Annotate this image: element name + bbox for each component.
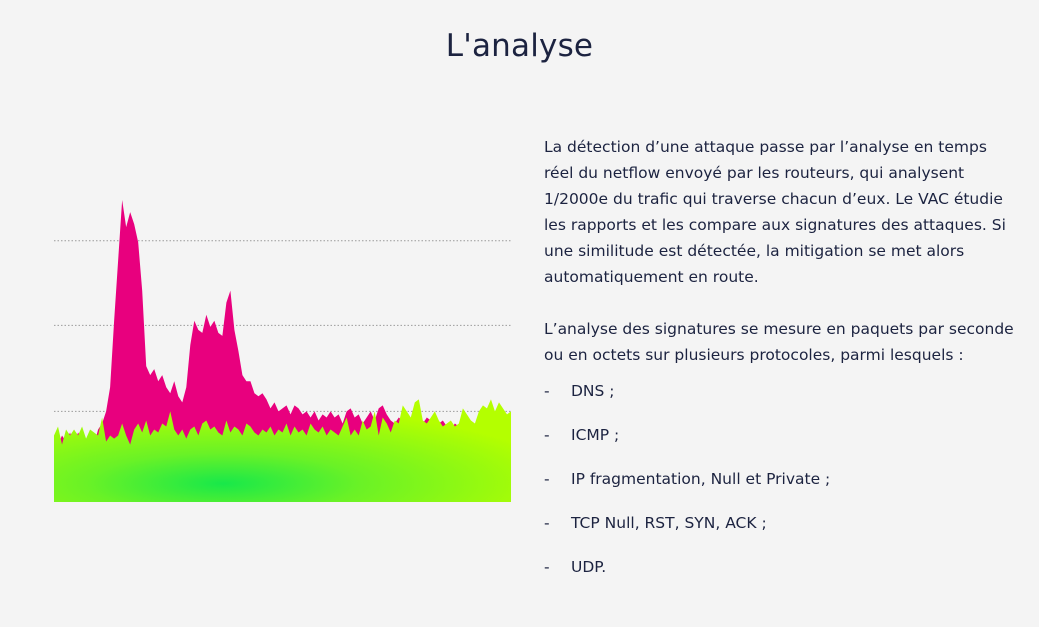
list-item-label: TCP Null, RST, SYN, ACK ; (571, 514, 767, 532)
list-item: - TCP Null, RST, SYN, ACK ; (544, 510, 1014, 554)
list-item-label: ICMP ; (571, 426, 620, 444)
series-layer (54, 200, 511, 502)
list-item-label: IP fragmentation, Null et Private ; (571, 470, 831, 488)
page-title: L'analyse (445, 28, 594, 64)
description: La détection d’une attaque passe par l’a… (544, 134, 1014, 394)
list-item: - DNS ; (544, 378, 1014, 422)
intro-paragraph: La détection d’une attaque passe par l’a… (544, 138, 1006, 286)
list-item: - IP fragmentation, Null et Private ; (544, 466, 1014, 510)
list-bullet: - (544, 558, 550, 576)
signature-paragraph: L’analyse des signatures se mesure en pa… (544, 320, 1014, 364)
list-item-label: DNS ; (571, 382, 615, 400)
list-bullet: - (544, 382, 550, 400)
list-item-label: UDP. (571, 558, 607, 576)
list-item: - UDP. (544, 554, 1014, 598)
traffic-area-chart (54, 200, 511, 502)
normal-traffic-area (54, 399, 511, 502)
list-bullet: - (544, 514, 550, 532)
list-item: - ICMP ; (544, 422, 1014, 466)
list-bullet: - (544, 426, 550, 444)
list-bullet: - (544, 470, 550, 488)
traffic-chart (54, 200, 511, 502)
protocol-list: - DNS ; - ICMP ; - IP fragmentation, Null e… (544, 378, 1014, 598)
